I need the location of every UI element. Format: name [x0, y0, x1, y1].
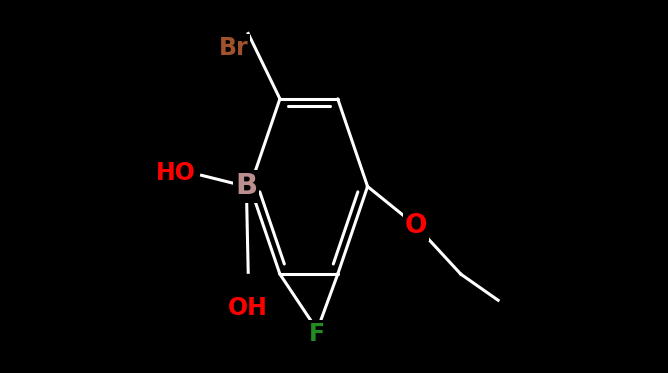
Text: OH: OH [228, 296, 268, 320]
Text: O: O [405, 213, 428, 239]
Text: HO: HO [156, 162, 196, 185]
Text: Br: Br [218, 37, 248, 60]
Text: F: F [309, 322, 325, 346]
Text: B: B [235, 172, 257, 201]
